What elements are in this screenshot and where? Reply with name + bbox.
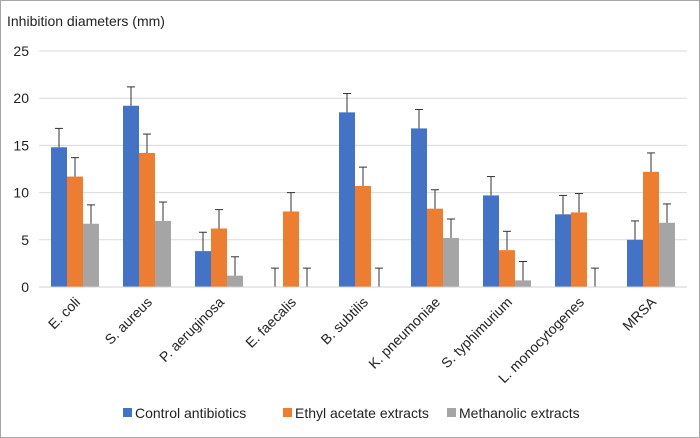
bar-1-8 [643,171,659,287]
bar-2-8 [659,222,675,287]
y-tick-labels: 0 5 10 15 20 25 [13,43,29,295]
bar-1-4 [355,185,371,287]
legend-swatch [123,408,132,417]
bar-2-1 [155,220,171,287]
bar-0-1 [123,105,139,287]
category-label: S. typhimurium [438,294,515,371]
y-tick-label: 20 [13,90,29,106]
bar-1-2 [211,228,227,287]
bar-1-7 [571,212,587,287]
category-label: B. subtilis [317,294,371,348]
bar-1-6 [499,250,515,287]
category-label: E. coli [45,294,83,332]
category-label: K. pneumoniae [365,294,443,372]
bar-2-0 [83,223,99,287]
legend-label: Control antibiotics [135,405,246,421]
bar-1-0 [67,176,83,287]
legend-label: Methanolic extracts [459,405,580,421]
bars [51,105,675,287]
bar-0-8 [627,239,643,287]
category-label: S. aureus [101,294,155,348]
category-label: P. aeruginosa [156,294,227,365]
y-tick-label: 5 [21,232,29,248]
y-tick-label: 10 [13,185,29,201]
bar-0-6 [483,195,499,287]
legend-swatch [447,408,456,417]
bar-0-2 [195,251,211,287]
y-tick-label: 0 [21,279,29,295]
bar-0-4 [339,112,355,287]
y-tick-label: 25 [13,43,29,59]
bar-2-2 [227,275,243,287]
bar-1-3 [283,211,299,287]
bar-0-7 [555,214,571,287]
bar-0-0 [51,147,67,287]
bar-1-1 [139,152,155,287]
y-axis-title: Inhibition diameters (mm) [7,13,165,29]
bar-1-5 [427,208,443,287]
bar-2-5 [443,237,459,287]
legend: Control antibiotics Ethyl acetate extract… [123,405,580,421]
bar-0-5 [411,128,427,287]
bar-2-6 [515,280,531,287]
y-tick-label: 15 [13,137,29,153]
legend-swatch [283,408,292,417]
category-label: MRSA [619,293,659,333]
legend-label: Ethyl acetate extracts [295,405,429,421]
category-label: E. faecalis [242,294,299,351]
category-labels: E. coli S. aureus P. aeruginosa E. faecalis… [45,293,660,386]
error-bars [55,86,671,287]
